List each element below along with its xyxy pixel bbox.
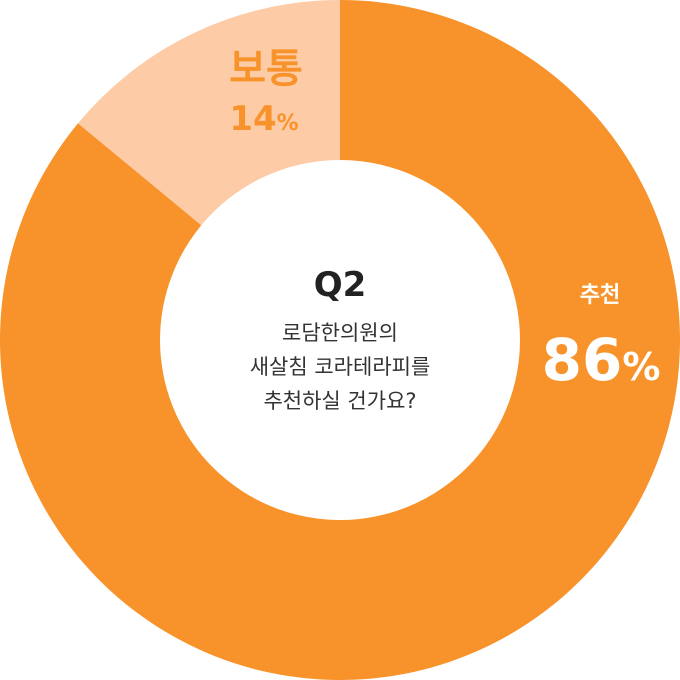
slice-label-normal-percent: 14% xyxy=(229,99,298,139)
center-title: Q2 xyxy=(314,265,367,305)
slice-label-normal-name: 보통 xyxy=(229,46,303,92)
slice-normal xyxy=(78,0,340,226)
slice-label-recommend: 추천 86% xyxy=(542,283,661,394)
slice-label-recommend-percent: 86% xyxy=(542,326,661,394)
center-text: Q2 로담한의원의 새살침 코라테라피를 추천하실 건가요? xyxy=(250,265,431,413)
center-question-line-3: 추천하실 건가요? xyxy=(263,389,416,413)
slice-label-recommend-value: 86 xyxy=(542,326,623,394)
slice-label-recommend-name: 추천 xyxy=(580,283,620,308)
slice-label-recommend-unit: % xyxy=(622,345,660,389)
center-question-line-2: 새살침 코라테라피를 xyxy=(250,355,431,379)
center-question-line-1: 로담한의원의 xyxy=(282,321,398,345)
slice-label-normal: 보통 14% xyxy=(229,46,303,139)
slice-label-normal-unit: % xyxy=(277,111,299,136)
slice-label-normal-value: 14 xyxy=(229,99,276,139)
